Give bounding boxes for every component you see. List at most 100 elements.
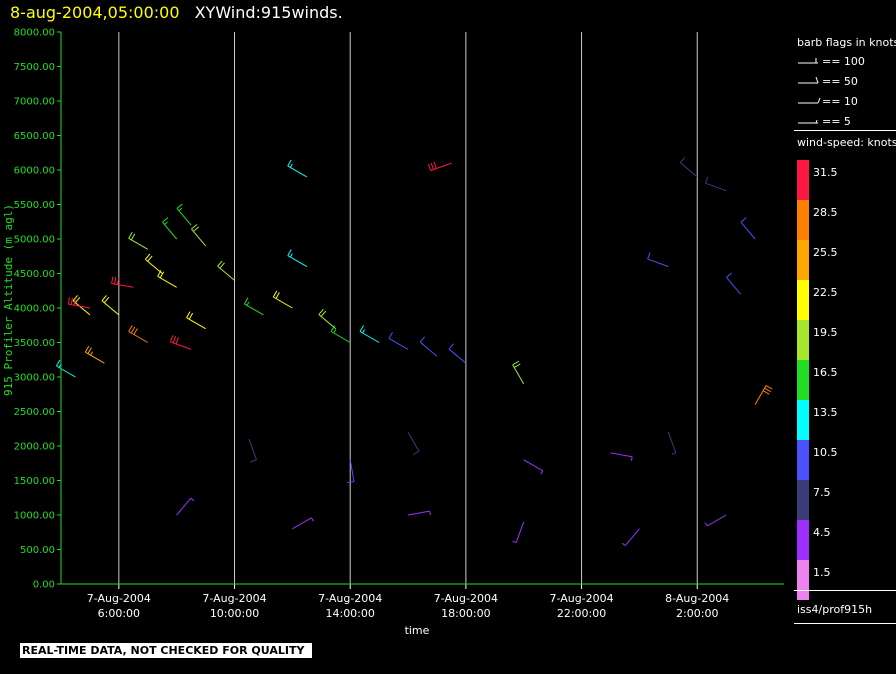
wind-barb <box>128 325 149 343</box>
y-tick-label: 6000.00 <box>14 166 55 177</box>
wind-barb <box>287 249 308 268</box>
colorbar-label: 22.5 <box>813 286 838 299</box>
x-tick-label-time: 10:00:00 <box>210 607 259 620</box>
colorbar-label: 19.5 <box>813 326 838 339</box>
wind-barb <box>272 290 293 309</box>
barb-flag-100-icon <box>798 58 818 64</box>
barb-legend-title: barb flags in knots <box>797 36 896 49</box>
wind-barb <box>740 217 756 240</box>
title-main: XYWind:915winds. <box>194 3 343 22</box>
grid-layer <box>118 32 698 584</box>
y-tick-label: 3500.00 <box>14 338 55 349</box>
colorbar-label: 7.5 <box>813 486 831 499</box>
wind-barb <box>72 295 91 316</box>
x-tick-label-time: 22:00:00 <box>557 607 606 620</box>
colorbar-label: 1.5 <box>813 566 831 579</box>
wind-barb <box>55 359 76 378</box>
y-tick-label: 1000.00 <box>14 511 55 522</box>
wind-barb <box>647 252 669 268</box>
wind-barb <box>680 157 698 178</box>
wind-barb <box>287 159 308 178</box>
legend-divider <box>794 130 896 131</box>
wind-barb <box>667 432 677 455</box>
colorbar-swatch <box>797 240 809 280</box>
colorbar-label: 4.5 <box>813 526 831 539</box>
wind-barb <box>243 297 264 316</box>
colorbar-label: 28.5 <box>813 206 838 219</box>
colorbar-swatch <box>797 480 809 520</box>
wind-barb <box>704 514 727 527</box>
wind-barb <box>610 452 633 461</box>
wind-barb <box>448 343 467 364</box>
wind-barb <box>162 217 178 240</box>
wind-barb <box>407 510 431 516</box>
barb-flag-label: == 10 <box>822 95 858 108</box>
wind-barb <box>388 332 409 350</box>
y-axis-title: 915 Profiler Altitude (m agl) <box>2 204 15 396</box>
wind-barb <box>176 203 192 226</box>
wind-barb <box>512 360 525 385</box>
chart-title: 8-aug-2004,05:00:00 XYWind:915winds. <box>10 3 343 22</box>
wind-barb <box>176 497 195 516</box>
wind-barb <box>248 438 257 463</box>
colorbar-label: 13.5 <box>813 406 838 419</box>
x-axis-title: time <box>405 624 430 637</box>
y-tick-label: 3000.00 <box>14 373 55 384</box>
wind-barb <box>157 269 177 288</box>
colorbar-swatch <box>797 160 809 200</box>
wind-barb <box>407 431 420 456</box>
title-date: 8-aug-2004,05:00:00 <box>10 3 180 22</box>
wind-barb <box>169 335 192 350</box>
barb-flag-label: == 5 <box>822 115 851 128</box>
wind-barb <box>111 276 134 288</box>
wind-barb <box>330 325 351 343</box>
y-tick-label: 5000.00 <box>14 235 55 246</box>
colorbar-swatch <box>797 560 809 600</box>
x-tick-label-date: 7-Aug-2004 <box>87 592 151 605</box>
colorbar-label: 10.5 <box>813 446 838 459</box>
colorbar-label: 16.5 <box>813 366 838 379</box>
y-tick-label: 8000.00 <box>14 28 55 39</box>
colorbar-swatch <box>797 400 809 440</box>
x-tick-label-date: 8-Aug-2004 <box>665 592 729 605</box>
wind-barb <box>128 232 149 250</box>
legend-divider <box>794 590 896 591</box>
barb-flag-icons <box>798 58 821 124</box>
barb-flag-10-icon <box>798 97 821 104</box>
y-tick-label: 7000.00 <box>14 97 55 108</box>
colorbar-swatch <box>797 280 809 320</box>
qc-banner: REAL-TIME DATA, NOT CHECKED FOR QUALITY <box>20 643 313 658</box>
wind-barb <box>347 459 355 484</box>
legend-panel: barb flags in knots == 100 == 50 == 10 =… <box>794 32 896 624</box>
barb-flag-label: == 100 <box>822 55 865 68</box>
colorbar-swatch <box>797 520 809 560</box>
wind-barb <box>621 528 640 547</box>
y-tick-label: 6500.00 <box>14 131 55 142</box>
wind-barb <box>144 253 163 274</box>
wind-barb <box>419 336 438 357</box>
wind-barb <box>217 260 235 281</box>
x-tick-label-time: 14:00:00 <box>325 607 374 620</box>
y-tick-label: 2000.00 <box>14 442 55 453</box>
barb-flag-50-icon <box>798 76 819 84</box>
x-tick-label-date: 7-Aug-2004 <box>549 592 613 605</box>
axis-layer: 7-Aug-2004 6:00:00 7-Aug-2004 10:00:00 7-Aug… <box>14 28 784 620</box>
wind-barb <box>726 272 742 295</box>
x-tick-label-time: 18:00:00 <box>441 607 490 620</box>
x-tick-label-date: 7-Aug-2004 <box>318 592 382 605</box>
x-tick-label-time: 6:00:00 <box>98 607 140 620</box>
barb-flag-label: == 50 <box>822 75 858 88</box>
wind-barb <box>705 176 727 192</box>
legend-divider <box>794 623 896 624</box>
colorbar-swatch <box>797 200 809 240</box>
station-label: iss4/prof915h <box>797 603 873 616</box>
colorbar-label: 25.5 <box>813 246 838 259</box>
colorbar-swatch <box>797 440 809 480</box>
x-tick-label-date: 7-Aug-2004 <box>202 592 266 605</box>
y-tick-label: 1500.00 <box>14 476 55 487</box>
wind-barb <box>523 459 544 475</box>
barb-layer <box>55 157 773 547</box>
y-tick-label: 500.00 <box>20 545 55 556</box>
wind-barb <box>191 224 206 247</box>
